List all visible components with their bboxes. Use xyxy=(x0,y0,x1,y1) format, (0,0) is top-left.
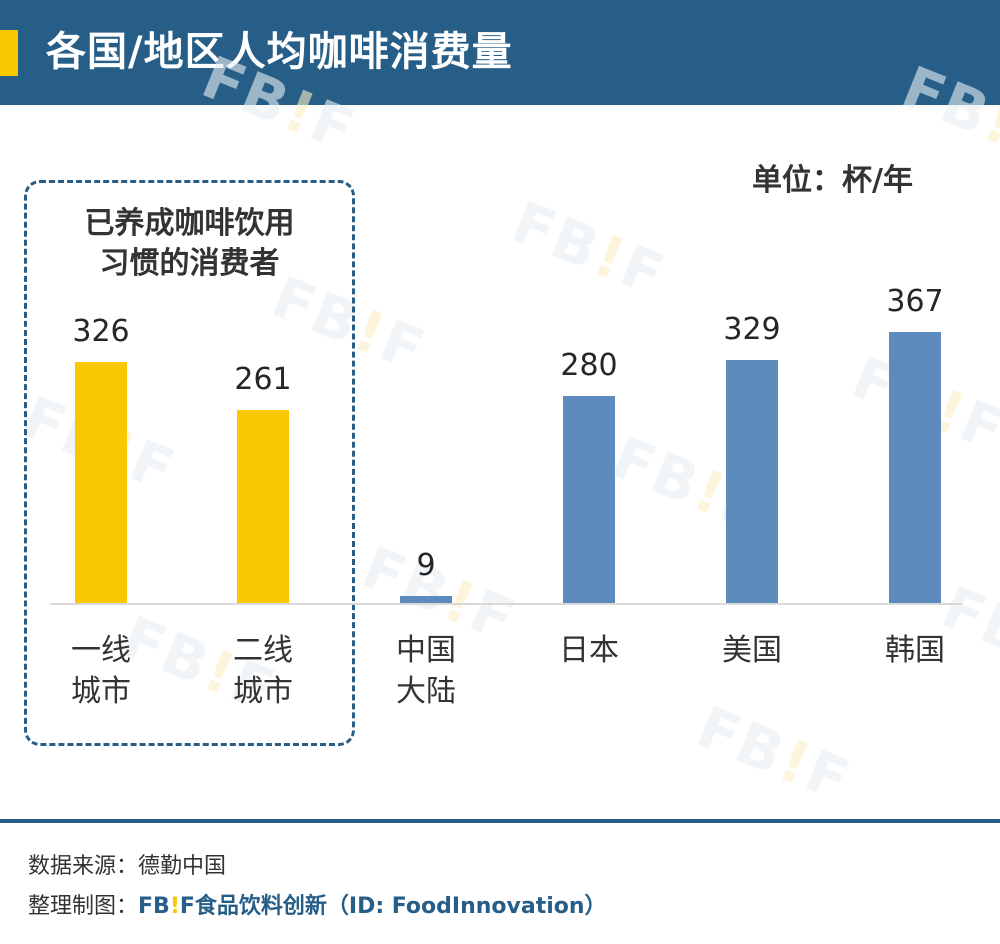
x-axis-line xyxy=(50,603,962,605)
highlight-group-box xyxy=(24,180,355,746)
bar-value-label: 367 xyxy=(886,284,944,319)
category-label: 韩国 xyxy=(885,633,945,668)
bar-value-label: 329 xyxy=(723,312,781,347)
header-bar: 各国/地区人均咖啡消费量 xyxy=(0,0,1000,105)
source-label: 数据来源： xyxy=(28,854,139,879)
bar-value-label: 280 xyxy=(560,348,618,383)
credit-line: 整理制图：FB!F食品饮料创新（ID: FoodInnovation） xyxy=(28,888,607,920)
brand-name: 食品饮料创新（ID: FoodInnovation） xyxy=(194,894,607,919)
brand-logo: FB!F xyxy=(138,894,195,919)
category-label: 美国 xyxy=(722,633,782,668)
source-value: 德勤中国 xyxy=(138,854,227,879)
category-label: 二线 城市 xyxy=(233,633,293,709)
watermark-logo: FB!F xyxy=(503,187,675,311)
category-label: 一线 城市 xyxy=(71,633,131,709)
category-label: 中国 大陆 xyxy=(396,633,456,709)
chart-title: 各国/地区人均咖啡消费量 xyxy=(46,29,513,75)
bar-2 xyxy=(400,596,452,603)
group-label-line-2: 习惯的消费者 xyxy=(99,246,280,281)
watermark-logo: FB!F xyxy=(688,692,860,816)
footer-divider xyxy=(0,819,1000,823)
source-line: 数据来源：德勤中国 xyxy=(28,848,226,880)
group-label-line-1: 已养成咖啡饮用 xyxy=(84,206,295,241)
highlight-group-label: 已养成咖啡饮用 习惯的消费者 xyxy=(24,204,355,284)
category-label: 日本 xyxy=(559,633,619,668)
bar-value-label: 9 xyxy=(416,548,436,583)
bar-value-label: 326 xyxy=(72,314,130,349)
title-accent-marker xyxy=(0,30,18,76)
bar-0 xyxy=(75,362,127,603)
bar-1 xyxy=(237,410,289,603)
bar-3 xyxy=(563,396,615,603)
bar-5 xyxy=(889,332,941,603)
bar-4 xyxy=(726,360,778,603)
unit-label: 单位：杯/年 xyxy=(752,163,913,198)
credit-label: 整理制图： xyxy=(28,894,139,919)
bar-value-label: 261 xyxy=(234,362,292,397)
